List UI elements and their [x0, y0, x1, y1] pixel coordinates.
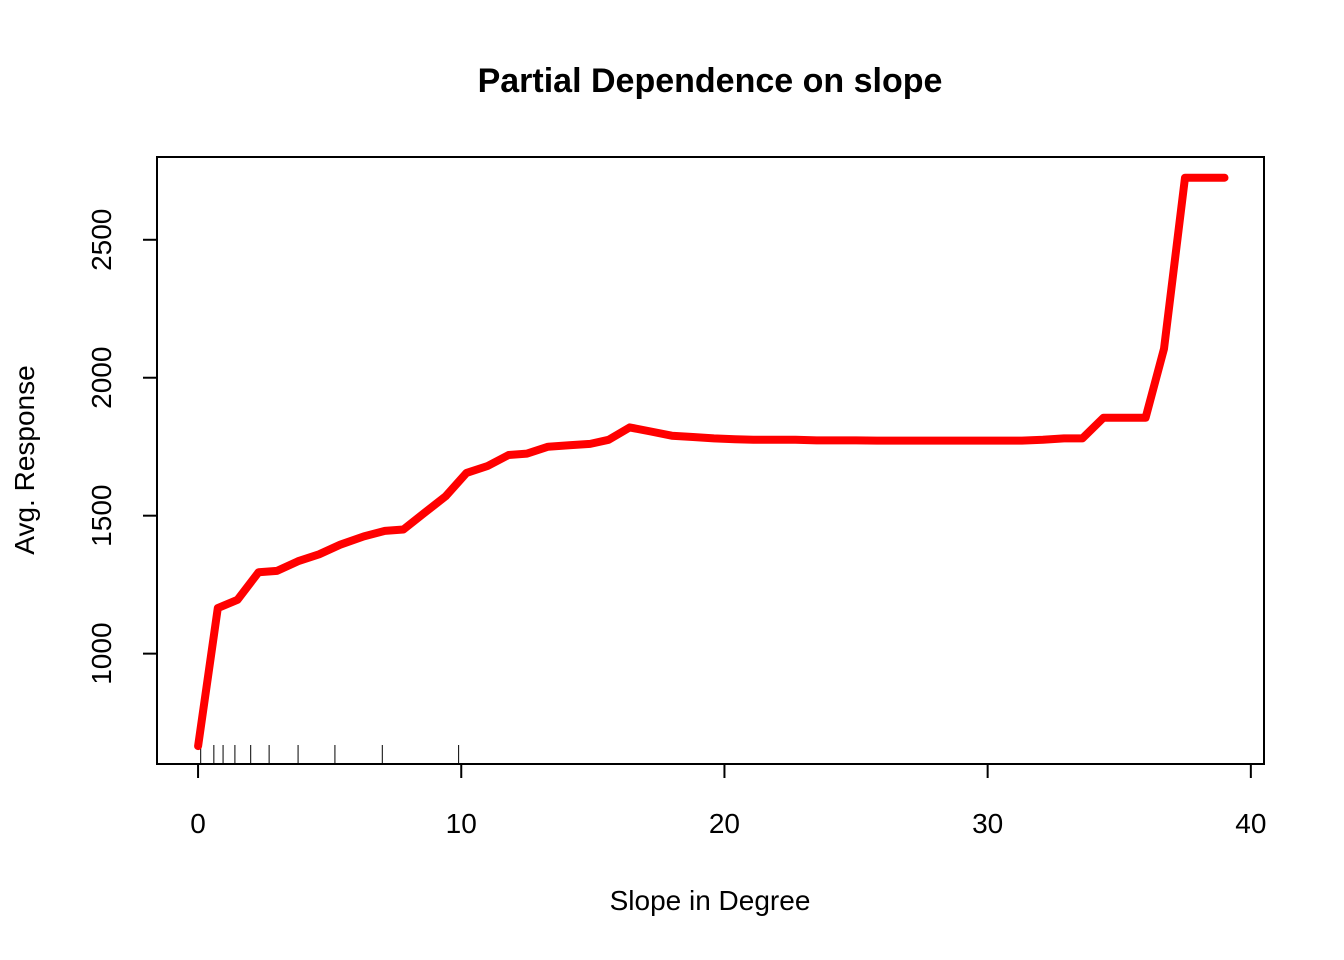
series-line: [194, 173, 1229, 751]
x-tick-label: 30: [972, 808, 1003, 839]
x-tick-label: 40: [1235, 808, 1266, 839]
x-axis-label: Slope in Degree: [610, 885, 811, 916]
y-axis: 1000 1500 2000 2500: [86, 209, 158, 685]
y-axis-label: Avg. Response: [9, 365, 40, 554]
plot-frame: [156, 156, 1265, 765]
y-tick-label: 2000: [86, 347, 117, 409]
y-tick-label: 1500: [86, 485, 117, 547]
x-tick-label: 10: [446, 808, 477, 839]
rug-marks: [200, 745, 460, 764]
x-tick-label: 0: [190, 808, 206, 839]
chart-title: Partial Dependence on slope: [478, 62, 943, 100]
x-axis: 0 10 20 30 40: [190, 763, 1266, 839]
y-tick-label: 1000: [86, 622, 117, 684]
x-tick-label: 20: [709, 808, 740, 839]
y-tick-label: 2500: [86, 209, 117, 271]
